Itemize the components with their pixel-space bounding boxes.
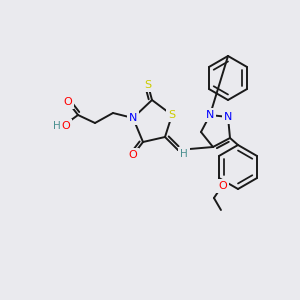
Text: H: H [180,149,188,159]
Text: H: H [53,121,61,131]
Text: S: S [144,80,152,90]
Text: O: O [219,181,227,191]
Text: N: N [129,113,137,123]
Text: S: S [168,110,175,120]
Text: N: N [224,112,232,122]
Text: N: N [206,110,214,120]
Text: O: O [129,150,137,160]
Text: O: O [61,121,70,131]
Text: O: O [64,97,72,107]
